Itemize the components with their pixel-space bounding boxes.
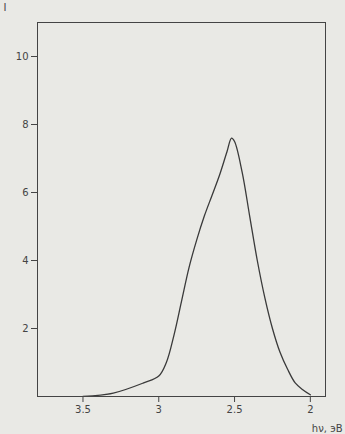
svg-text:3: 3 (156, 404, 162, 415)
svg-text:4: 4 (22, 255, 28, 266)
svg-text:8: 8 (22, 119, 28, 130)
svg-text:3.5: 3.5 (75, 404, 91, 415)
svg-text:hν, эВ: hν, эВ (312, 423, 343, 434)
svg-text:2.5: 2.5 (227, 404, 243, 415)
svg-text:I: I (4, 2, 7, 13)
svg-text:2: 2 (307, 404, 313, 415)
svg-text:6: 6 (22, 187, 28, 198)
svg-text:10: 10 (16, 51, 29, 62)
svg-text:2: 2 (22, 323, 28, 334)
